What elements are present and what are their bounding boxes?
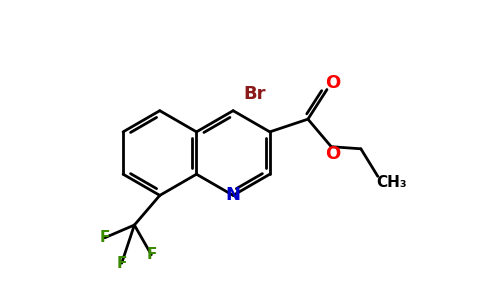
- Text: O: O: [326, 74, 341, 92]
- Text: F: F: [100, 230, 110, 245]
- Text: F: F: [117, 256, 127, 271]
- Text: Br: Br: [243, 85, 266, 103]
- Text: O: O: [325, 146, 340, 164]
- Text: N: N: [226, 186, 241, 204]
- Text: F: F: [146, 247, 156, 262]
- Text: CH₃: CH₃: [377, 175, 407, 190]
